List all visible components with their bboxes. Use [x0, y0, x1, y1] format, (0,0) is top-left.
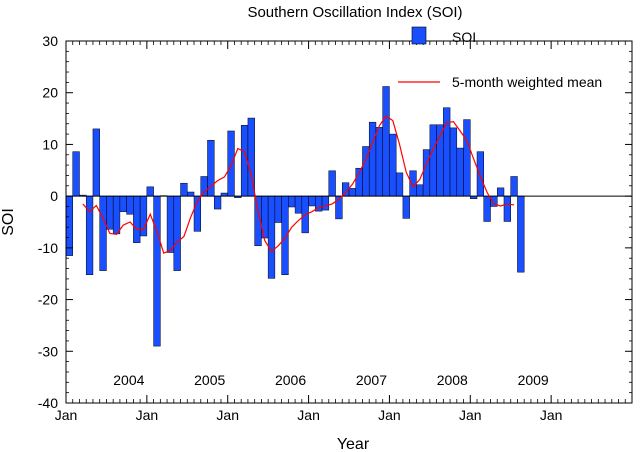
soi-bar [166, 195, 175, 253]
soi-bar [200, 176, 208, 197]
soi-bar [368, 121, 377, 197]
soi-bar [402, 195, 410, 219]
x-tick-label: Jan [55, 407, 78, 423]
y-tick-label: 20 [42, 85, 58, 101]
year-labels: 2004 2005 2006 2007 2008 2009 [113, 372, 549, 388]
soi-bar [180, 182, 188, 197]
soi-bar [106, 195, 114, 230]
soi-bar [65, 195, 73, 256]
x-axis-label: Year [337, 436, 370, 452]
soi-bar [429, 124, 437, 197]
soi-bar [146, 186, 154, 197]
year-label: 2007 [356, 372, 387, 388]
y-tick-label: 10 [42, 136, 58, 152]
x-tick-label: Jan [297, 407, 320, 423]
soi-bar [389, 133, 397, 197]
soi-bar [133, 195, 141, 243]
soi-bar [85, 195, 94, 275]
soi-bar [288, 195, 296, 208]
year-label: 2009 [518, 372, 549, 388]
soi-bar [443, 107, 451, 197]
soi-bar [382, 86, 390, 197]
soi-bar [496, 187, 505, 197]
soi-bar [395, 172, 404, 197]
soi-bar [247, 117, 255, 197]
x-tick-label: Jan [216, 407, 239, 423]
x-tick-label: Jan [459, 407, 482, 423]
soi-bar [348, 188, 356, 197]
soi-bar [213, 195, 222, 210]
legend-soi-swatch [411, 26, 427, 45]
y-tick-label: 30 [42, 33, 58, 49]
soi-bar [99, 195, 107, 271]
y-axis: -40 -30 -20 -10 0 10 20 30 [38, 33, 632, 411]
x-tick-label: Jan [540, 407, 563, 423]
soi-bar [308, 195, 316, 207]
soi-bar [294, 195, 303, 214]
x-tick-label: Jan [136, 407, 159, 423]
soi-bar [503, 195, 511, 222]
y-tick-label: 0 [50, 188, 58, 204]
x-axis: Jan Jan Jan Jan Jan Jan Jan [55, 41, 633, 423]
y-tick-label: -40 [38, 395, 58, 411]
legend-soi-label: SOI [452, 29, 476, 45]
soi-bar [267, 195, 276, 279]
plot-frame [65, 40, 633, 404]
soi-bar [416, 184, 424, 197]
weighted-mean-line [82, 115, 515, 254]
soi-bar [281, 195, 289, 275]
soi-bar [476, 151, 485, 197]
y-axis-label: SOI [0, 208, 17, 236]
year-label: 2008 [437, 372, 468, 388]
soi-bar [126, 195, 134, 215]
y-tick-label: -10 [38, 240, 58, 256]
soi-bar [375, 127, 383, 197]
year-label: 2004 [113, 372, 144, 388]
year-label: 2005 [194, 372, 225, 388]
soi-bar [119, 195, 127, 212]
x-tick-label: Jan [378, 407, 401, 423]
soi-bar [227, 130, 235, 197]
year-label: 2006 [275, 372, 306, 388]
soi-bar [517, 195, 525, 273]
legend: SOI 5-month weighted mean [398, 26, 602, 90]
soi-bar [173, 195, 181, 271]
legend-mean-label: 5-month weighted mean [452, 74, 602, 90]
soi-bar [422, 149, 431, 197]
soi-bar [92, 128, 100, 197]
soi-bar [449, 127, 458, 197]
y-tick-label: -30 [38, 343, 58, 359]
soi-bar [510, 176, 518, 197]
soi-bar [456, 147, 464, 197]
soi-bar [463, 119, 471, 197]
soi-bar [72, 151, 80, 197]
soi-bar [153, 195, 161, 347]
soi-bar [483, 195, 491, 222]
soi-bar [187, 191, 195, 197]
y-tick-label: -20 [38, 292, 58, 308]
soi-bar [321, 195, 330, 211]
soi-bar [112, 195, 121, 235]
chart-title: Southern Oscillation Index (SOI) [247, 4, 462, 21]
soi-bar [274, 195, 282, 223]
soi-bar [328, 170, 336, 197]
